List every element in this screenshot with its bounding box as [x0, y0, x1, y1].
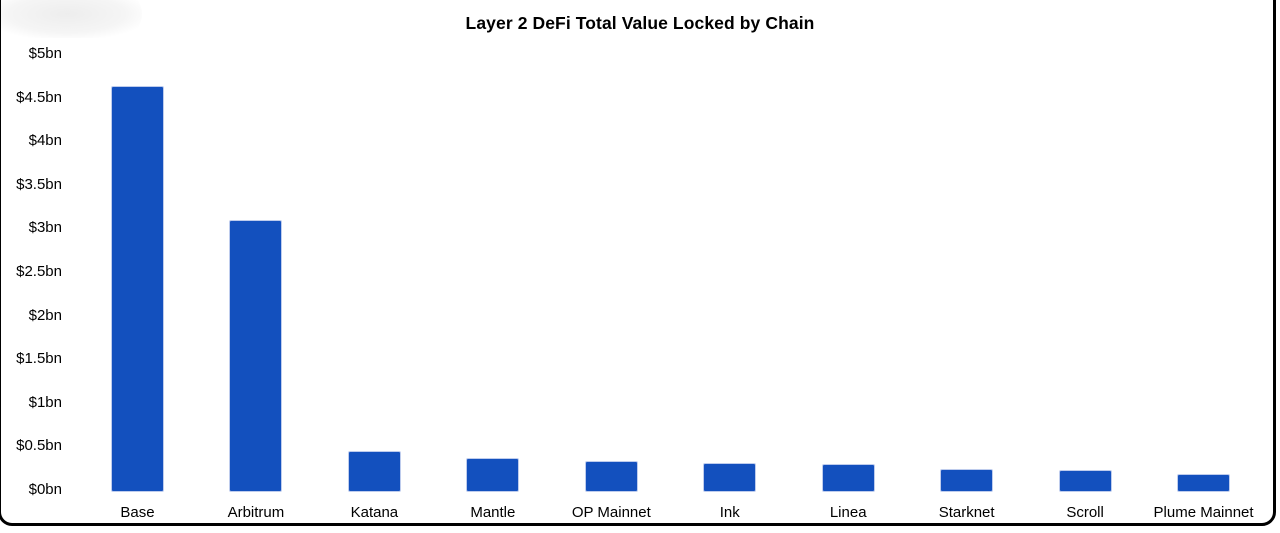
x-tick-label: Plume Mainnet: [1153, 504, 1254, 521]
y-tick-label: $2.5bn: [16, 263, 62, 280]
bar-arbitrum: [230, 220, 282, 491]
bar-linea: [822, 464, 874, 491]
x-tick-label: Linea: [829, 504, 867, 521]
y-tick-label: $3bn: [28, 219, 62, 237]
y-tick-label: $4.5bn: [16, 88, 62, 106]
y-tick-label: $0.5bn: [16, 437, 62, 455]
bar-plume-mainnet: [1178, 475, 1230, 491]
x-tick-label: Ink: [719, 504, 740, 521]
bar-katana: [348, 451, 400, 491]
x-tick-label: Mantle: [470, 504, 516, 521]
y-tick-label: $5bn: [28, 45, 62, 62]
y-tick-label: $2bn: [28, 306, 62, 324]
bar-ink: [704, 463, 756, 491]
chart-title: Layer 2 DeFi Total Value Locked by Chain: [465, 13, 815, 33]
x-tick-label: Scroll: [1066, 504, 1104, 521]
y-tick-label: $1bn: [28, 393, 62, 411]
bar-base: [112, 87, 163, 491]
bar-op-mainnet: [585, 462, 637, 491]
y-tick-label: $1.5bn: [16, 350, 62, 368]
y-tick-label: $3.5bn: [16, 175, 62, 193]
x-tick-label: Katana: [350, 504, 399, 521]
x-tick-label: Arbitrum: [227, 504, 285, 521]
y-tick-label: $0bn: [28, 481, 62, 498]
x-tick-label: Starknet: [938, 504, 995, 521]
bar-mantle: [467, 458, 519, 491]
x-tick-label: Base: [120, 504, 155, 521]
bar-starknet: [941, 470, 993, 491]
bar-scroll: [1059, 470, 1111, 491]
x-tick-label: OP Mainnet: [571, 504, 651, 521]
y-tick-label: $4bn: [28, 132, 62, 150]
